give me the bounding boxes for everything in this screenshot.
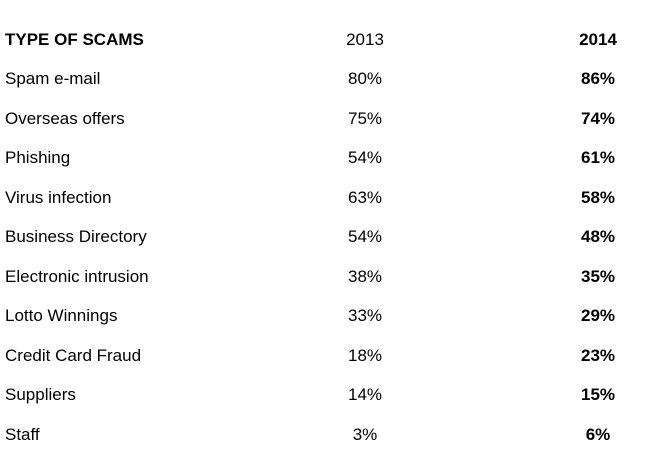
value-2013: 54% bbox=[347, 148, 383, 167]
value-2014: 58% bbox=[580, 187, 616, 207]
value-2013: 80% bbox=[347, 69, 383, 88]
scam-type: Overseas offers bbox=[5, 108, 125, 128]
value-2014: 86% bbox=[580, 69, 616, 88]
value-2013: 54% bbox=[347, 227, 383, 246]
value-2014: 61% bbox=[580, 148, 616, 167]
scam-type: Virus infection bbox=[5, 187, 112, 207]
scam-type: Spam e-mail bbox=[5, 69, 101, 88]
value-2014: 15% bbox=[580, 385, 616, 404]
scam-type: Electronic intrusion bbox=[5, 266, 149, 286]
value-2014: 35% bbox=[580, 266, 616, 286]
value-2013: 3% bbox=[352, 424, 378, 444]
scam-type: Lotto Winnings bbox=[5, 306, 118, 325]
header-cell: 2013 bbox=[346, 30, 384, 49]
scam-type: Staff bbox=[5, 424, 40, 444]
value-2013: 14% bbox=[347, 385, 383, 404]
value-2014: 6% bbox=[585, 424, 611, 444]
scam-type: Business Directory bbox=[5, 227, 147, 246]
scam-type: Credit Card Fraud bbox=[5, 345, 142, 365]
value-2014: 29% bbox=[580, 306, 616, 325]
header-cell: TYPE OF SCAMS bbox=[5, 30, 144, 49]
value-2013: 75% bbox=[347, 108, 383, 128]
value-2014: 23% bbox=[580, 345, 616, 365]
header-cell: 2014 bbox=[579, 30, 617, 49]
value-2014: 74% bbox=[580, 108, 616, 128]
value-2013: 33% bbox=[347, 306, 383, 325]
value-2014: 48% bbox=[580, 227, 616, 246]
scam-type: Suppliers bbox=[5, 385, 76, 404]
value-2013: 63% bbox=[347, 187, 383, 207]
scam-type: Phishing bbox=[5, 148, 71, 167]
value-2013: 18% bbox=[347, 345, 383, 365]
value-2013: 38% bbox=[347, 266, 383, 286]
